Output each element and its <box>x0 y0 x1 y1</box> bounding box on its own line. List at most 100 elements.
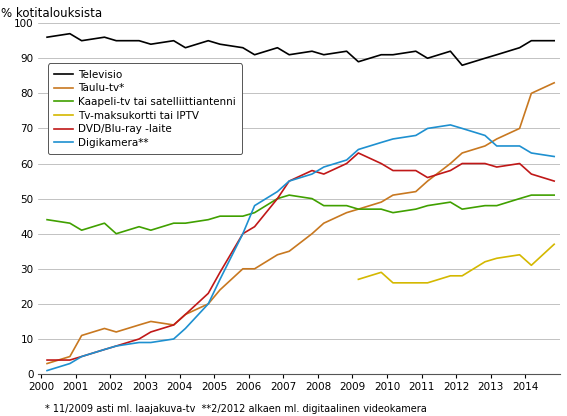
Digikamera** <box>66 361 73 366</box>
Digikamera** <box>205 302 211 307</box>
Legend: Televisio, Taulu-tv*, Kaapeli-tv tai satelliittiantenni, Tv-maksukortti tai IPTV: Televisio, Taulu-tv*, Kaapeli-tv tai sat… <box>48 64 242 154</box>
Kaapeli-tv tai satelliittiantenni <box>217 214 223 219</box>
Digikamera** <box>320 165 327 170</box>
Taulu-tv* <box>274 252 281 257</box>
Kaapeli-tv tai satelliittiantenni <box>320 203 327 208</box>
Televisio <box>551 38 557 43</box>
Tv-maksukortti tai IPTV <box>528 263 535 268</box>
Taulu-tv* <box>412 189 419 194</box>
Tv-maksukortti tai IPTV <box>424 280 431 285</box>
DVD/Blu-ray -laite <box>551 178 557 183</box>
Televisio <box>101 35 108 40</box>
DVD/Blu-ray -laite <box>390 168 396 173</box>
DVD/Blu-ray -laite <box>147 329 154 334</box>
DVD/Blu-ray -laite <box>182 312 189 317</box>
Kaapeli-tv tai satelliittiantenni <box>390 210 396 215</box>
Tv-maksukortti tai IPTV <box>447 273 454 278</box>
Taulu-tv* <box>447 161 454 166</box>
Televisio <box>44 35 50 40</box>
Digikamera** <box>136 340 142 345</box>
Tv-maksukortti tai IPTV <box>493 256 500 261</box>
DVD/Blu-ray -laite <box>516 161 523 166</box>
Taulu-tv* <box>390 193 396 198</box>
Kaapeli-tv tai satelliittiantenni <box>412 207 419 212</box>
Kaapeli-tv tai satelliittiantenni <box>147 228 154 233</box>
Kaapeli-tv tai satelliittiantenni <box>447 200 454 205</box>
DVD/Blu-ray -laite <box>412 168 419 173</box>
Digikamera** <box>251 203 258 208</box>
Digikamera** <box>493 144 500 149</box>
Digikamera** <box>481 133 488 138</box>
Televisio <box>239 45 246 50</box>
Kaapeli-tv tai satelliittiantenni <box>251 210 258 215</box>
Digikamera** <box>390 136 396 141</box>
Televisio <box>274 45 281 50</box>
Televisio <box>217 42 223 47</box>
Kaapeli-tv tai satelliittiantenni <box>343 203 350 208</box>
Line: Digikamera**: Digikamera** <box>47 125 554 371</box>
DVD/Blu-ray -laite <box>66 357 73 362</box>
Taulu-tv* <box>320 220 327 225</box>
DVD/Blu-ray -laite <box>78 354 85 359</box>
Digikamera** <box>217 277 223 282</box>
Digikamera** <box>101 347 108 352</box>
Taulu-tv* <box>182 312 189 317</box>
Digikamera** <box>424 126 431 131</box>
DVD/Blu-ray -laite <box>355 151 362 156</box>
Televisio <box>66 31 73 36</box>
Televisio <box>516 45 523 50</box>
Taulu-tv* <box>308 231 315 236</box>
Digikamera** <box>378 140 384 145</box>
Line: Taulu-tv*: Taulu-tv* <box>47 83 554 364</box>
Televisio <box>528 38 535 43</box>
Televisio <box>424 56 431 61</box>
Televisio <box>355 59 362 64</box>
DVD/Blu-ray -laite <box>308 168 315 173</box>
Digikamera** <box>459 126 466 131</box>
Text: % kotitalouksista: % kotitalouksista <box>1 7 102 20</box>
Kaapeli-tv tai satelliittiantenni <box>355 207 362 212</box>
Taulu-tv* <box>378 200 384 205</box>
Taulu-tv* <box>551 80 557 85</box>
Digikamera** <box>516 144 523 149</box>
DVD/Blu-ray -laite <box>378 161 384 166</box>
Digikamera** <box>412 133 419 138</box>
Taulu-tv* <box>44 361 50 366</box>
Taulu-tv* <box>239 266 246 271</box>
Digikamera** <box>78 354 85 359</box>
Digikamera** <box>551 154 557 159</box>
DVD/Blu-ray -laite <box>528 171 535 176</box>
Taulu-tv* <box>355 207 362 212</box>
Kaapeli-tv tai satelliittiantenni <box>459 207 466 212</box>
DVD/Blu-ray -laite <box>447 168 454 173</box>
DVD/Blu-ray -laite <box>320 171 327 176</box>
Kaapeli-tv tai satelliittiantenni <box>424 203 431 208</box>
Taulu-tv* <box>217 287 223 292</box>
Taulu-tv* <box>251 266 258 271</box>
Tv-maksukortti tai IPTV <box>412 280 419 285</box>
Kaapeli-tv tai satelliittiantenni <box>101 220 108 225</box>
Kaapeli-tv tai satelliittiantenni <box>205 217 211 222</box>
Kaapeli-tv tai satelliittiantenni <box>136 224 142 229</box>
DVD/Blu-ray -laite <box>170 322 177 327</box>
Kaapeli-tv tai satelliittiantenni <box>516 196 523 201</box>
DVD/Blu-ray -laite <box>239 231 246 236</box>
DVD/Blu-ray -laite <box>251 224 258 229</box>
DVD/Blu-ray -laite <box>217 270 223 275</box>
Digikamera** <box>286 178 293 183</box>
Televisio <box>459 63 466 68</box>
DVD/Blu-ray -laite <box>481 161 488 166</box>
DVD/Blu-ray -laite <box>424 175 431 180</box>
Televisio <box>481 56 488 61</box>
Kaapeli-tv tai satelliittiantenni <box>66 220 73 225</box>
Line: Tv-maksukortti tai IPTV: Tv-maksukortti tai IPTV <box>358 244 554 283</box>
Televisio <box>493 52 500 57</box>
Televisio <box>136 38 142 43</box>
Tv-maksukortti tai IPTV <box>390 280 396 285</box>
DVD/Blu-ray -laite <box>136 337 142 342</box>
Televisio <box>147 42 154 47</box>
Kaapeli-tv tai satelliittiantenni <box>44 217 50 222</box>
Kaapeli-tv tai satelliittiantenni <box>239 214 246 219</box>
Tv-maksukortti tai IPTV <box>378 270 384 275</box>
Taulu-tv* <box>78 333 85 338</box>
